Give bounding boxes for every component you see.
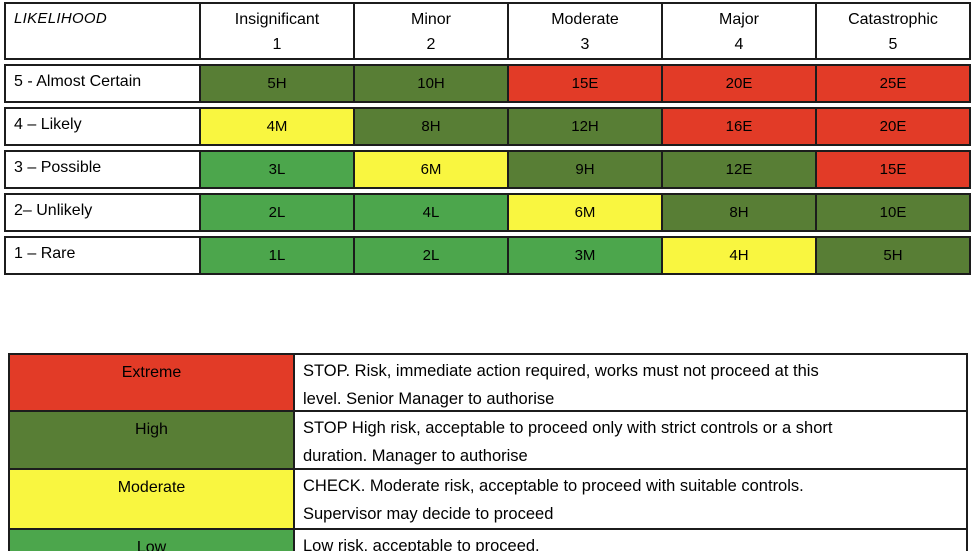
- legend-description: Low risk, acceptable to proceed.: [293, 528, 968, 551]
- matrix-row-rare: 1 – Rare 1L 2L 3M 4H 5H: [4, 236, 971, 275]
- legend-description: STOP High risk, acceptable to proceed on…: [293, 410, 968, 470]
- column-header-value: 2: [426, 36, 436, 53]
- column-header-label: Catastrophic: [848, 11, 938, 28]
- column-header-value: 5: [888, 36, 898, 53]
- column-header-label: Insignificant: [234, 11, 320, 28]
- row-label: 1 – Rare: [4, 236, 201, 275]
- legend-color-cell-moderate: Moderate: [8, 468, 295, 530]
- risk-cell: 5H: [199, 64, 355, 103]
- legend-color-cell-high: High: [8, 410, 295, 470]
- risk-matrix-table: LIKELIHOOD Insignificant 1 Minor 2 Moder…: [4, 2, 971, 275]
- risk-cell: 2L: [199, 193, 355, 232]
- legend-row-moderate: Moderate CHECK. Moderate risk, acceptabl…: [8, 468, 968, 530]
- risk-cell: 6M: [507, 193, 663, 232]
- risk-cell: 12H: [507, 107, 663, 146]
- legend-color-cell-extreme: Extreme: [8, 353, 295, 412]
- risk-cell: 6M: [353, 150, 509, 189]
- legend-description: CHECK. Moderate risk, acceptable to proc…: [293, 468, 968, 530]
- legend-row-low: Low Low risk, acceptable to proceed.: [8, 528, 968, 551]
- risk-cell: 10E: [815, 193, 971, 232]
- risk-cell: 5H: [815, 236, 971, 275]
- risk-cell: 2L: [353, 236, 509, 275]
- legend-description: STOP. Risk, immediate action required, w…: [293, 353, 968, 412]
- risk-cell: 4H: [661, 236, 817, 275]
- risk-cell: 10H: [353, 64, 509, 103]
- risk-cell: 8H: [353, 107, 509, 146]
- risk-cell: 4L: [353, 193, 509, 232]
- risk-cell: 3M: [507, 236, 663, 275]
- likelihood-header-cell: LIKELIHOOD: [4, 2, 201, 60]
- risk-cell: 8H: [661, 193, 817, 232]
- column-header-major: Major 4: [661, 2, 817, 60]
- column-header-value: 3: [580, 36, 590, 53]
- column-header-catastrophic: Catastrophic 5: [815, 2, 971, 60]
- legend-row-extreme: Extreme STOP. Risk, immediate action req…: [8, 353, 968, 412]
- legend-color-cell-low: Low: [8, 528, 295, 551]
- risk-cell: 1L: [199, 236, 355, 275]
- column-header-moderate: Moderate 3: [507, 2, 663, 60]
- matrix-row-unlikely: 2– Unlikely 2L 4L 6M 8H 10E: [4, 193, 971, 232]
- matrix-row-possible: 3 – Possible 3L 6M 9H 12E 15E: [4, 150, 971, 189]
- row-label: 2– Unlikely: [4, 193, 201, 232]
- column-header-insignificant: Insignificant 1: [199, 2, 355, 60]
- matrix-row-likely: 4 – Likely 4M 8H 12H 16E 20E: [4, 107, 971, 146]
- column-header-value: 4: [734, 36, 744, 53]
- risk-cell: 12E: [661, 150, 817, 189]
- risk-cell: 20E: [815, 107, 971, 146]
- risk-cell: 15E: [815, 150, 971, 189]
- risk-cell: 3L: [199, 150, 355, 189]
- column-header-label: Major: [718, 11, 759, 28]
- column-header-value: 1: [272, 36, 282, 53]
- row-label: 3 – Possible: [4, 150, 201, 189]
- risk-legend-table: Extreme STOP. Risk, immediate action req…: [8, 353, 968, 551]
- matrix-row-almost-certain: 5 - Almost Certain 5H 10H 15E 20E 25E: [4, 64, 971, 103]
- risk-cell: 20E: [661, 64, 817, 103]
- column-header-label: Moderate: [551, 11, 619, 28]
- risk-cell: 4M: [199, 107, 355, 146]
- matrix-header-row: LIKELIHOOD Insignificant 1 Minor 2 Moder…: [4, 2, 971, 60]
- column-header-minor: Minor 2: [353, 2, 509, 60]
- risk-cell: 16E: [661, 107, 817, 146]
- column-header-label: Minor: [410, 11, 451, 28]
- risk-cell: 9H: [507, 150, 663, 189]
- risk-cell: 25E: [815, 64, 971, 103]
- risk-cell: 15E: [507, 64, 663, 103]
- legend-row-high: High STOP High risk, acceptable to proce…: [8, 410, 968, 470]
- row-label: 4 – Likely: [4, 107, 201, 146]
- row-label: 5 - Almost Certain: [4, 64, 201, 103]
